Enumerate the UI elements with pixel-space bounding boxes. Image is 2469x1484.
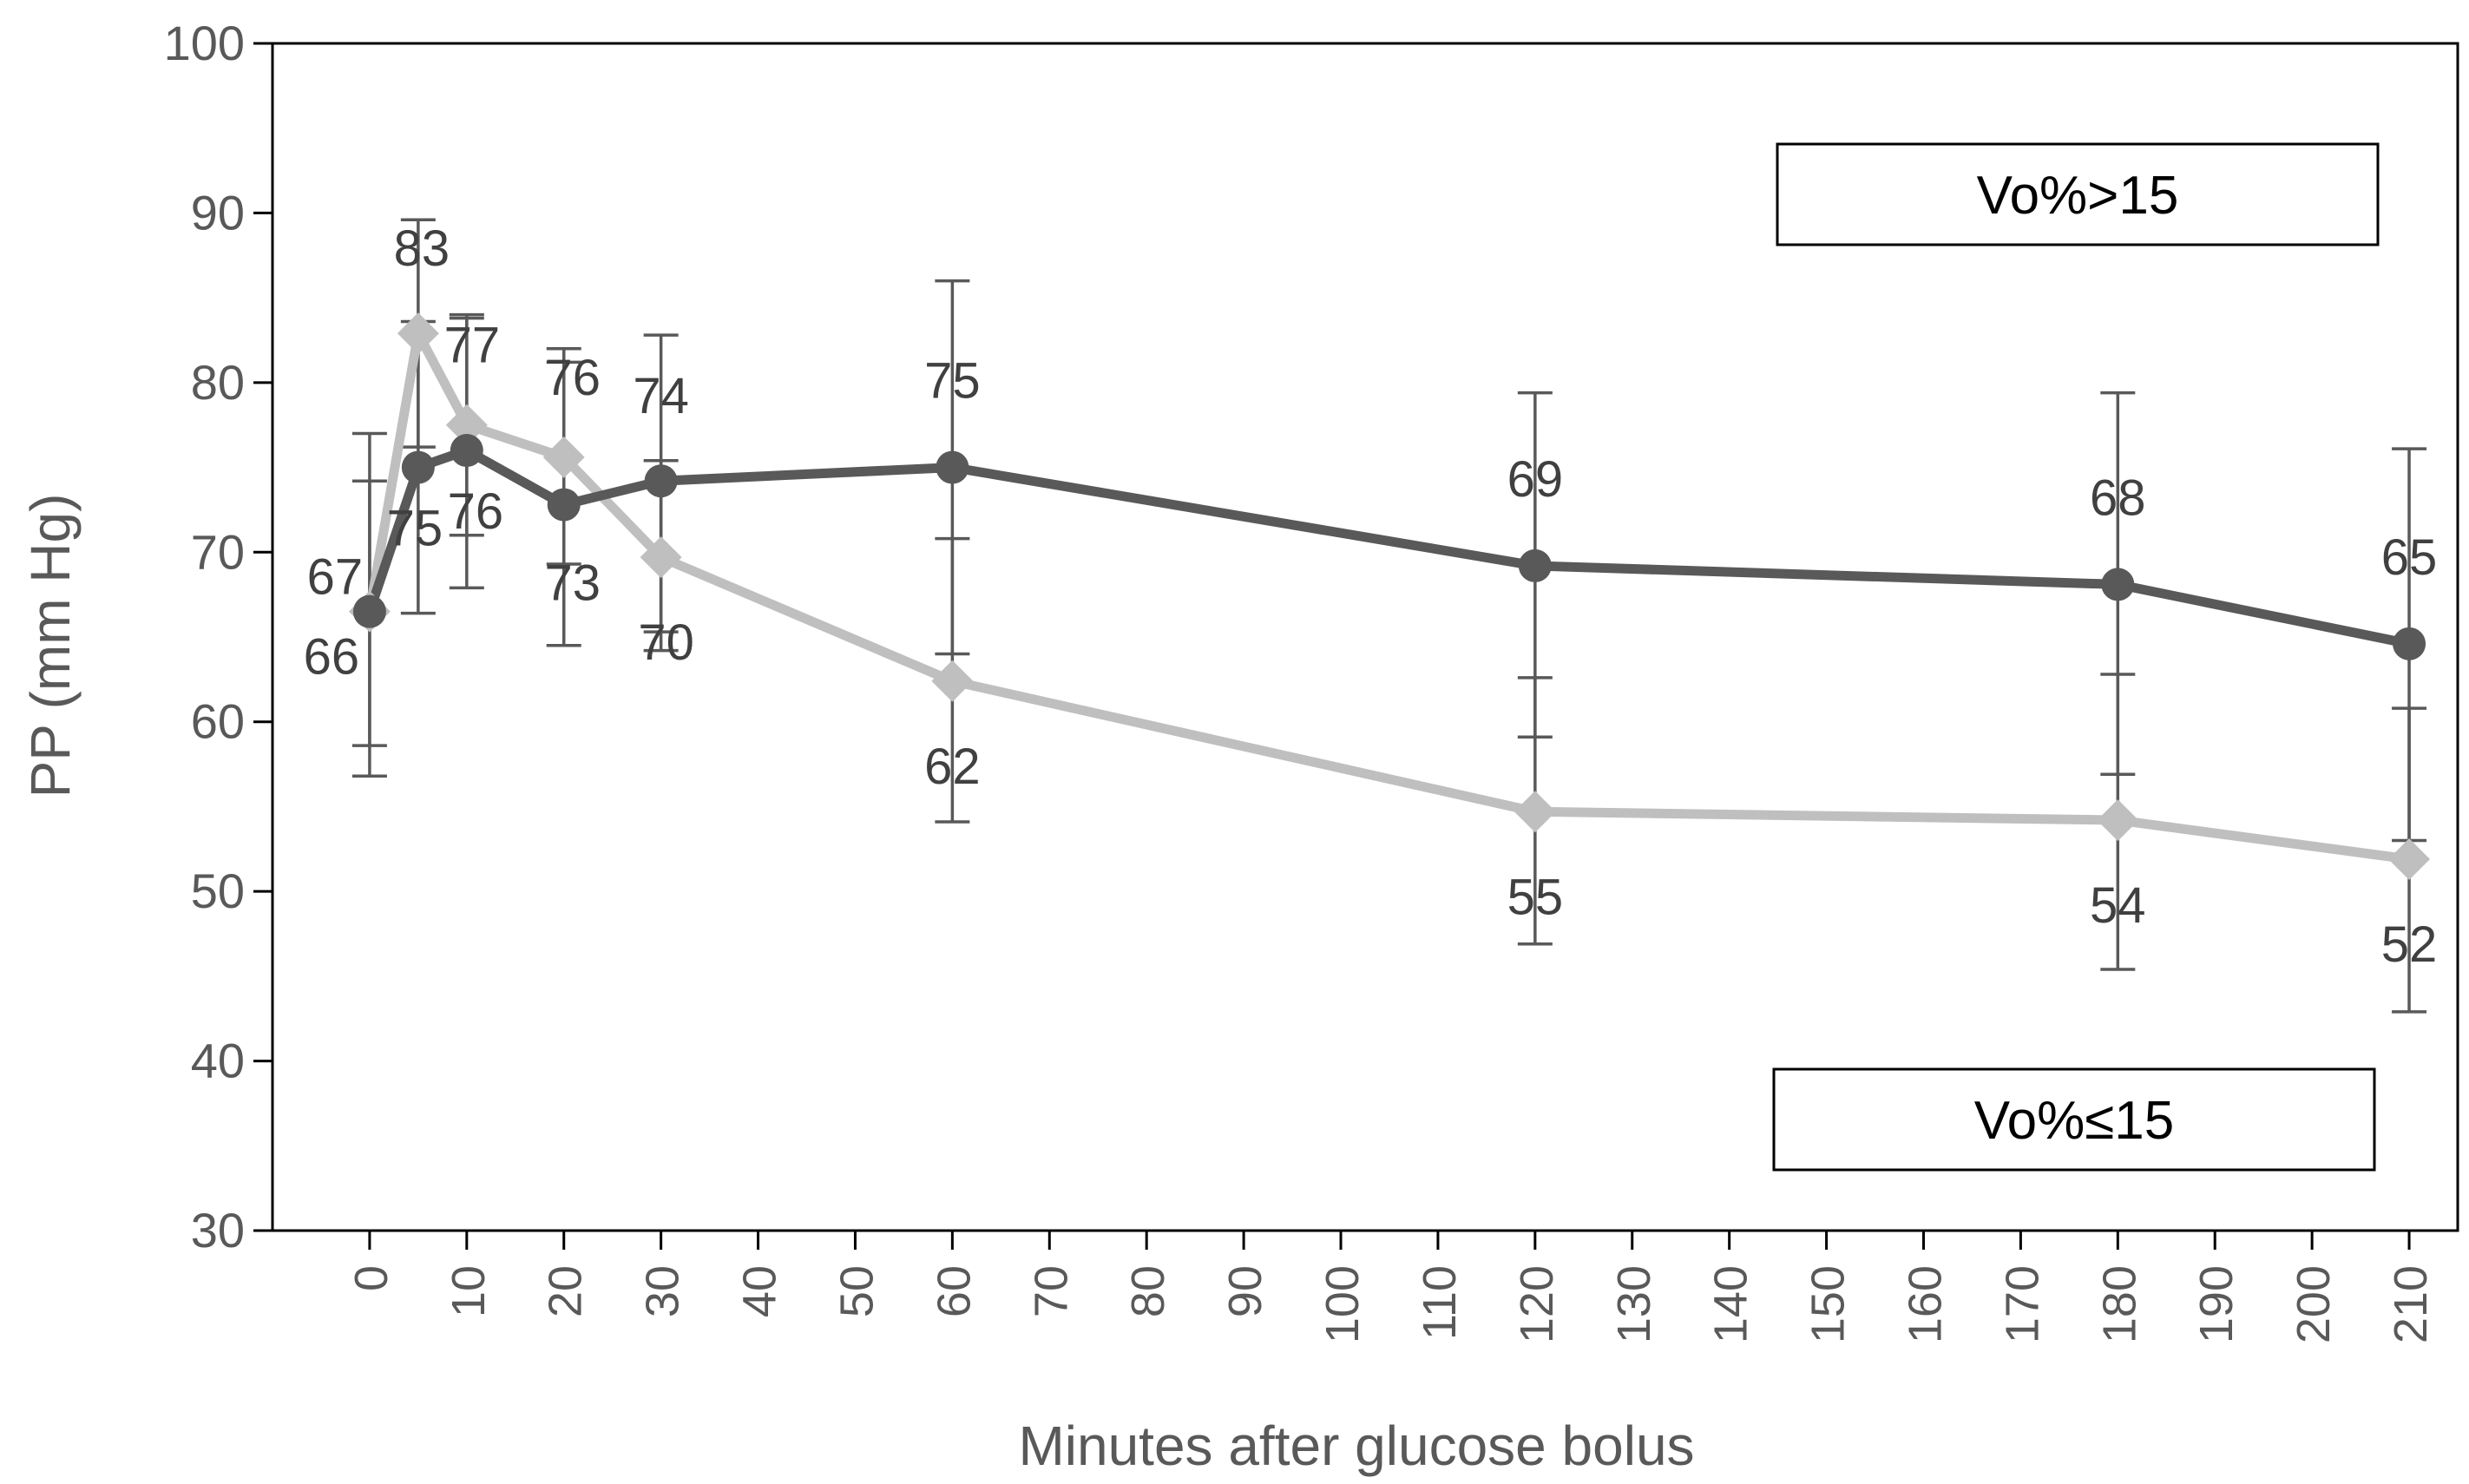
y-tick-label: 60 (191, 694, 245, 749)
data-point-diamond (445, 404, 488, 446)
y-tick-label: 30 (191, 1203, 245, 1257)
data-label: 55 (1507, 869, 1564, 925)
data-label: 73 (544, 555, 601, 612)
x-tick-label: 60 (928, 1265, 980, 1317)
y-tick-label: 100 (164, 16, 245, 70)
x-tick-label: 210 (2385, 1265, 2437, 1343)
data-label: 66 (304, 629, 360, 686)
legend-label: Vo%≤15 (1974, 1091, 2175, 1151)
x-tick-label: 30 (637, 1265, 689, 1317)
data-label: 83 (394, 220, 450, 277)
y-axis-title: PP (mm Hg) (19, 494, 82, 798)
x-tick-label: 200 (2288, 1265, 2340, 1343)
data-label: 76 (448, 483, 504, 540)
x-tick-label: 10 (443, 1265, 495, 1317)
data-point-circle (2101, 568, 2135, 601)
legend-box (1776, 142, 2380, 246)
y-tick-label: 50 (191, 863, 245, 918)
x-tick-label: 160 (1899, 1265, 1951, 1343)
x-tick-label: 150 (1803, 1265, 1855, 1343)
data-label: 76 (544, 350, 601, 406)
data-point-diamond (640, 536, 682, 579)
data-label: 69 (1507, 451, 1564, 508)
x-tick-label: 90 (1219, 1265, 1271, 1317)
data-label: 68 (2090, 469, 2146, 526)
data-label: 70 (638, 614, 694, 671)
x-tick-label: 170 (1996, 1265, 2048, 1343)
data-point-diamond (2097, 799, 2139, 842)
data-label: 54 (2090, 877, 2146, 934)
x-tick-label: 110 (1414, 1265, 1466, 1340)
data-label: 62 (924, 739, 981, 795)
data-point-circle (401, 450, 435, 484)
data-point-diamond (542, 436, 585, 478)
x-tick-label: 180 (2093, 1265, 2145, 1343)
plot-frame (271, 42, 2459, 1232)
x-tick-label: 130 (1608, 1265, 1660, 1343)
y-tick-label: 90 (191, 185, 245, 240)
legend-label: Vo%>15 (1977, 166, 2179, 226)
x-tick-label: 80 (1122, 1265, 1174, 1317)
data-markers (348, 312, 2431, 881)
data-label: 74 (633, 368, 689, 424)
x-tick-label: 50 (831, 1265, 883, 1317)
x-tick-label: 140 (1705, 1265, 1757, 1343)
data-point-circle (1518, 548, 1552, 582)
axes: 30 40 50 60 70 80 90 100 0 10 20 30 40 50 60 70 80 90 100 1… (164, 16, 2459, 1343)
x-tick-label: 190 (2190, 1265, 2242, 1343)
x-tick-label: 0 (345, 1265, 397, 1291)
data-point-circle (352, 594, 386, 628)
data-label: 52 (2381, 916, 2438, 973)
data-label: 75 (924, 353, 981, 410)
data-label: 67 (307, 549, 364, 606)
x-tick-label: 120 (1511, 1265, 1563, 1343)
y-tick-label: 70 (191, 524, 245, 579)
y-tick-label: 80 (191, 355, 245, 410)
data-point-diamond (397, 312, 439, 355)
legend: Vo%>15 Vo%≤15 (1772, 142, 2380, 1172)
legend-box (1772, 1067, 2376, 1172)
data-point-circle (450, 434, 483, 468)
data-point-circle (644, 464, 678, 498)
data-point-diamond (1514, 791, 1556, 833)
data-point-diamond (2388, 838, 2431, 881)
data-point-circle (547, 488, 581, 522)
x-tick-label: 100 (1317, 1265, 1369, 1343)
data-point-circle (936, 450, 969, 484)
x-tick-label: 40 (734, 1265, 786, 1317)
x-tick-label: 20 (540, 1265, 592, 1317)
data-point-circle (2393, 627, 2426, 660)
y-tick-label: 40 (191, 1034, 245, 1088)
data-label: 77 (444, 318, 501, 374)
x-axis-title: Minutes after glucose bolus (1018, 1415, 1694, 1477)
data-label: 65 (2381, 529, 2438, 586)
data-point-diamond (931, 660, 974, 702)
x-tick-label: 70 (1025, 1265, 1077, 1317)
data-label: 75 (387, 501, 443, 557)
